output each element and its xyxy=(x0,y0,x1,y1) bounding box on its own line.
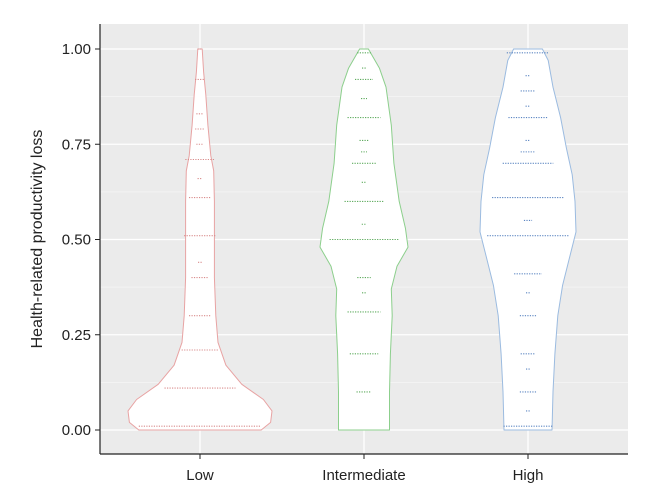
dot-rows-layer xyxy=(138,48,569,427)
x-tick-label: Low xyxy=(186,467,214,484)
y-axis-title: Health-related productivity loss xyxy=(29,130,46,349)
y-tick-label: 1.00 xyxy=(62,41,91,58)
x-axis-ticks: Low Intermediate High xyxy=(186,454,543,484)
y-tick-label: 0.00 xyxy=(62,422,91,439)
violin-intermediate xyxy=(319,48,409,431)
violins-layer xyxy=(127,48,577,431)
violin-low xyxy=(127,48,273,431)
y-tick-label: 0.25 xyxy=(62,327,91,344)
x-tick-label: High xyxy=(513,467,544,484)
y-axis-ticks: 0.00 0.25 0.50 0.75 1.00 xyxy=(62,41,100,439)
violin-high xyxy=(479,48,577,431)
x-tick-label: Intermediate xyxy=(322,467,405,484)
y-tick-label: 0.75 xyxy=(62,136,91,153)
y-tick-label: 0.50 xyxy=(62,232,91,249)
